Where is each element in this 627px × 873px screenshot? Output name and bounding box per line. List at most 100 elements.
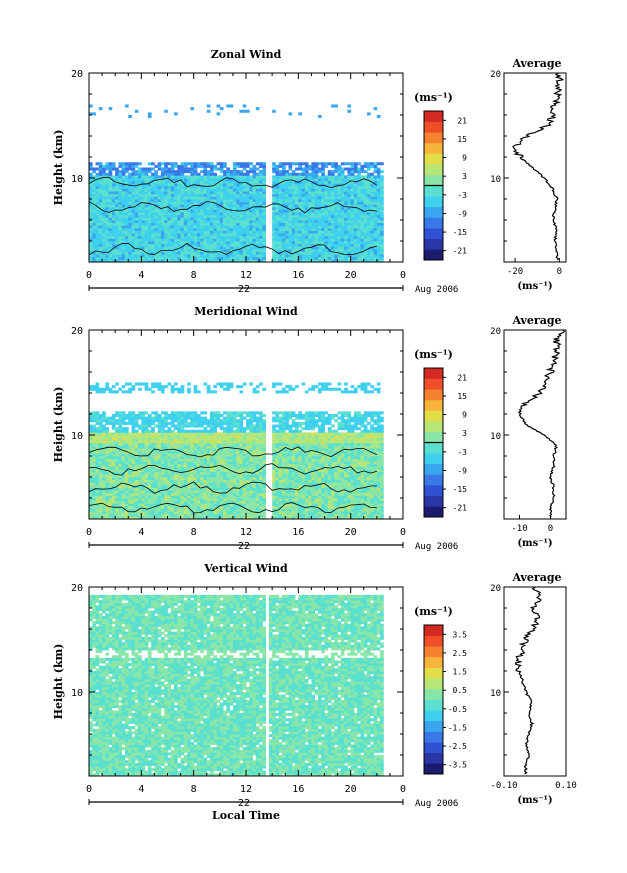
heatmap-cell [98, 180, 103, 184]
heatmap-cell [219, 235, 224, 239]
heatmap-cell [331, 191, 335, 195]
heatmap-cell [95, 254, 100, 258]
heatmap-cell [223, 175, 227, 179]
heatmap-cell [327, 172, 332, 176]
heatmap-cell [187, 225, 191, 229]
heatmap-cell [357, 209, 361, 213]
heatmap-cell [121, 185, 126, 189]
heatmap-cell [252, 254, 257, 258]
heatmap-cell [229, 227, 234, 231]
heatmap-cell [232, 256, 237, 260]
heatmap-cell [301, 206, 306, 210]
heatmap-cell [337, 188, 342, 192]
heatmap-cell [108, 206, 113, 210]
heatmap-cell [213, 248, 217, 252]
heatmap-cell [344, 167, 348, 171]
heatmap-cell [255, 193, 260, 197]
heatmap-cell [242, 172, 247, 176]
heatmap-cell [203, 175, 208, 179]
heatmap-cell [200, 458, 204, 462]
heatmap-cell [242, 238, 247, 242]
heatmap-cell [314, 225, 319, 229]
heatmap-cell [190, 243, 195, 247]
heatmap-cell [151, 259, 155, 263]
heatmap-cell [380, 256, 384, 260]
heatmap-cell [147, 115, 152, 119]
heatmap-cell [304, 183, 309, 187]
heatmap-cell [367, 193, 371, 197]
heatmap-cell [200, 238, 204, 242]
heatmap-cell [190, 225, 195, 229]
heatmap-cell [278, 220, 283, 224]
heatmap-cell [327, 241, 332, 245]
heatmap-cell [111, 482, 116, 486]
heatmap-cell [367, 254, 371, 258]
heatmap-cell [105, 479, 110, 483]
heatmap-cell [350, 233, 355, 237]
heatmap-cell [157, 492, 162, 496]
heatmap-cell [281, 188, 286, 192]
heatmap-cell [92, 170, 96, 174]
heatmap-cell [255, 256, 260, 260]
heatmap-cell [219, 191, 224, 195]
heatmap-cell [213, 180, 217, 184]
heatmap-cell [298, 196, 303, 200]
heatmap-cell [190, 191, 195, 195]
heatmap-cell [327, 246, 332, 250]
heatmap-cell [164, 469, 168, 473]
heatmap-cell [174, 220, 178, 224]
heatmap-cell [363, 225, 368, 229]
heatmap-cell [229, 180, 234, 184]
heatmap-cell [311, 230, 316, 234]
heatmap-cell [321, 162, 325, 166]
heatmap-cell [259, 191, 263, 195]
heatmap-cell [134, 456, 139, 460]
heatmap-cell [167, 191, 172, 195]
heatmap-cell [219, 185, 224, 189]
heatmap-cell [353, 196, 358, 200]
heatmap-cell [353, 220, 358, 224]
heatmap-cell [167, 175, 172, 179]
heatmap-cell [219, 175, 224, 179]
heatmap-cell [249, 178, 253, 182]
heatmap-cell [203, 227, 208, 231]
heatmap-cell [141, 484, 146, 488]
heatmap-cell [206, 445, 211, 449]
heatmap-cell [131, 206, 136, 210]
heatmap-cell [367, 230, 371, 234]
heatmap-cell [151, 201, 155, 205]
heatmap-cell [108, 479, 113, 483]
heatmap-cell [281, 251, 286, 255]
heatmap-cell [190, 204, 195, 208]
heatmap-cell [249, 230, 253, 234]
heatmap-cell [118, 490, 123, 494]
heatmap-cell [124, 435, 129, 439]
heatmap-cell [167, 209, 172, 213]
heatmap-cell [177, 414, 181, 418]
heatmap-cell [288, 167, 293, 171]
heatmap-cell [187, 416, 191, 420]
heatmap-cell [344, 241, 348, 245]
heatmap-cell [308, 251, 312, 255]
heatmap-cell [193, 424, 198, 428]
heatmap-cell [334, 233, 338, 237]
heatmap-cell [183, 206, 188, 210]
heatmap-cell [367, 212, 371, 216]
heatmap-cell [203, 233, 208, 237]
heatmap-cell [232, 185, 237, 189]
heatmap-cell [334, 246, 338, 250]
heatmap-cell [95, 419, 100, 423]
heatmap-cell [105, 495, 110, 499]
heatmap-cell [187, 466, 191, 470]
heatmap-cell [255, 183, 260, 187]
heatmap-cell [167, 188, 172, 192]
heatmap-cell [134, 212, 139, 216]
heatmap-cell [105, 385, 110, 389]
heatmap-cell [350, 162, 355, 166]
heatmap-cell [183, 225, 188, 229]
heatmap-cell [180, 432, 185, 436]
heatmap-cell [242, 248, 247, 252]
heatmap-cell [92, 225, 96, 229]
heatmap-cell [262, 191, 267, 195]
heatmap-cell [98, 390, 103, 394]
